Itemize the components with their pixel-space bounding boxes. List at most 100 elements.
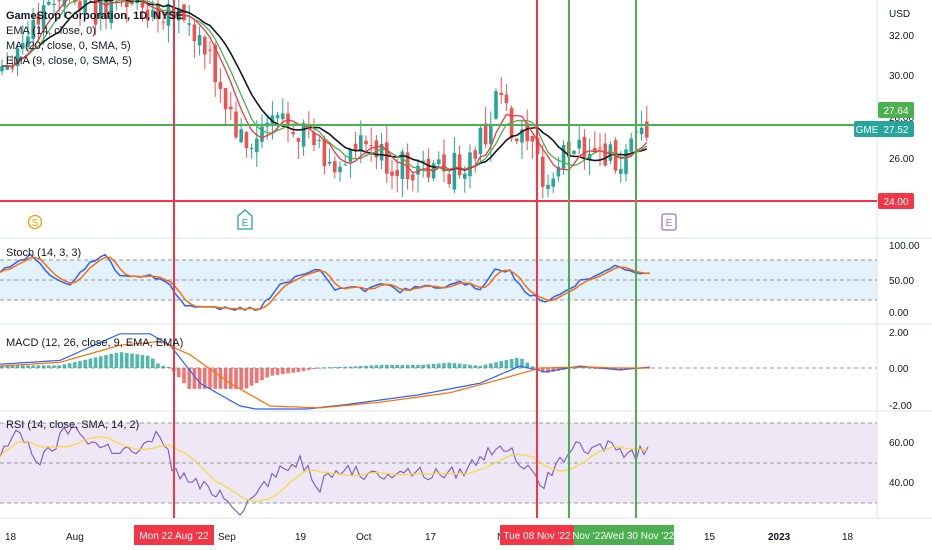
candle-body [156, 4, 160, 19]
legend-ema9[interactable]: EMA (9, close, 0, SMA, 5) [6, 55, 132, 67]
time-tag-green-nov30-label: Wed 30 Nov '22 [604, 531, 675, 542]
macd-histogram-bar [447, 362, 451, 368]
macd-histogram-bar [36, 365, 41, 368]
candle-body [239, 129, 243, 143]
candle-body [21, 42, 25, 49]
macd-histogram-bar [177, 368, 181, 378]
macd-histogram-bar [426, 364, 431, 368]
candle-body [348, 149, 353, 162]
macd-histogram-bar [509, 359, 514, 368]
ticker-tag-label: GME [856, 125, 879, 136]
macd-histogram-bar [275, 368, 280, 375]
candle-body [270, 115, 275, 124]
time-axis-label: Oct [356, 532, 372, 543]
macd-histogram-bar [327, 367, 332, 369]
macd-histogram-bar [333, 367, 337, 369]
candle-body [104, 0, 108, 20]
price-axis-label: 26.00 [889, 154, 914, 165]
macd-histogram-bar [489, 363, 493, 368]
macd-histogram-bar [249, 368, 254, 386]
candle-body [369, 145, 373, 147]
candle-body [327, 161, 332, 164]
macd-histogram-bar [192, 368, 197, 389]
macd-histogram-bar [151, 358, 155, 368]
candle-body [494, 91, 498, 119]
price-axis-label: 28.00 [889, 113, 914, 124]
price-tag-red-value: 24.00 [883, 197, 908, 208]
legend-stoch[interactable]: Stoch (14, 3, 3) [6, 247, 82, 259]
macd-histogram-bar [197, 368, 202, 389]
macd-histogram-bar [83, 359, 87, 368]
legend-rsi[interactable]: RSI (14, close, SMA, 14, 2) [6, 419, 140, 431]
macd-histogram-bar [10, 365, 15, 368]
macd-histogram-bar [52, 365, 56, 368]
macd-histogram-bar [483, 364, 488, 368]
candle-body [530, 135, 535, 142]
macd-histogram-bar [437, 363, 441, 368]
time-axis-label: Aug [66, 532, 84, 543]
candle-body [15, 48, 20, 67]
macd-axis-label: 2.00 [889, 328, 909, 339]
macd-axis-label: -2.00 [889, 401, 912, 412]
time-axis-label: 18 [5, 532, 17, 543]
macd-histogram-bar [478, 365, 483, 368]
macd-histogram-bar [546, 368, 550, 373]
candle-body [504, 94, 509, 104]
candle-body [416, 165, 420, 175]
candle-body [421, 160, 425, 163]
macd-histogram-bar [416, 364, 420, 368]
candle-body [525, 123, 529, 142]
candle-body [551, 178, 555, 187]
candle-body [639, 127, 644, 135]
macd-histogram-bar [229, 368, 233, 389]
candle-body [255, 138, 259, 153]
candle-body [338, 166, 342, 173]
macd-histogram-bar [239, 368, 243, 389]
macd-histogram-bar [291, 368, 295, 373]
stoch-d-line [0, 256, 651, 310]
candle-body [333, 161, 337, 173]
macd-histogram-bar [26, 365, 30, 368]
macd-histogram-bar [405, 364, 410, 368]
candle-body [629, 138, 633, 152]
candle-body [343, 164, 347, 166]
earnings-marker[interactable]: E [237, 209, 253, 230]
candle-body [400, 151, 405, 180]
candle-body [411, 174, 415, 181]
candle-body [151, 9, 155, 18]
macd-histogram-bar [31, 365, 35, 368]
earnings-marker-upcoming[interactable]: E [661, 213, 677, 231]
candle-body [374, 140, 379, 158]
macd-histogram-bar [161, 365, 165, 368]
price-axis-label: 32.00 [889, 31, 914, 42]
split-marker[interactable]: S [27, 214, 43, 230]
macd-histogram-bar [296, 368, 301, 372]
macd-histogram-bar [187, 368, 191, 389]
candle-body [442, 154, 446, 172]
ema14-line [1, 0, 648, 172]
candle-body [47, 1, 51, 5]
stoch-k-line [0, 253, 651, 312]
candle-body [645, 121, 649, 138]
candle-body [603, 143, 607, 166]
candle-body [572, 150, 576, 154]
candle-body [260, 126, 264, 142]
candle-body [405, 152, 410, 179]
macd-histogram-bar [213, 368, 217, 389]
macd-histogram-bar [307, 368, 311, 370]
last-price-value: 27.52 [883, 125, 908, 136]
candle-body [52, 3, 56, 6]
macd-axis-label: 0.00 [889, 364, 909, 375]
macd-histogram-bar [593, 368, 597, 369]
candle-body [593, 147, 597, 152]
macd-histogram-bar [301, 368, 306, 371]
symbol-title[interactable]: GameStop Corporation, 1D, NYSE [6, 10, 184, 22]
legend-macd[interactable]: MACD (12, 26, close, 9, EMA, EMA) [6, 337, 184, 349]
candle-body [556, 166, 561, 177]
legend-ema14[interactable]: EMA (14, close, 0) [6, 25, 96, 37]
macd-histogram-bar [463, 364, 467, 368]
macd-histogram-bar [208, 368, 212, 389]
legend-ma20[interactable]: MA (20, close, 0, SMA, 5) [6, 40, 131, 52]
